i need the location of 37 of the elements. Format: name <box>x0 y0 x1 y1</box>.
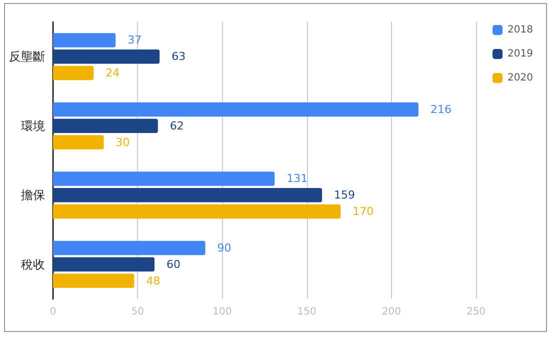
x-tick-label: 250 <box>466 306 486 318</box>
bar <box>53 172 275 186</box>
y-tick-label: 稅收 <box>21 257 45 272</box>
data-label: 62 <box>170 119 184 132</box>
legend-label: 2018 <box>508 24 534 36</box>
bar <box>53 204 341 219</box>
x-tick-label: 200 <box>382 306 401 318</box>
data-label: 60 <box>166 258 181 271</box>
y-tick-label: 環境 <box>21 118 45 133</box>
bar <box>53 102 418 117</box>
x-tick-label: 50 <box>131 306 144 318</box>
legend-label: 2020 <box>508 72 534 84</box>
data-label: 37 <box>128 34 142 47</box>
data-label: 48 <box>146 274 160 288</box>
bar <box>53 33 116 48</box>
bar <box>53 49 160 64</box>
data-label: 170 <box>352 205 374 218</box>
x-tick-label: 150 <box>297 306 316 318</box>
bar <box>53 118 158 134</box>
bar <box>53 188 322 202</box>
data-label: 90 <box>217 241 232 254</box>
data-label: 24 <box>106 66 120 80</box>
bar <box>53 135 104 150</box>
y-tick-label: 反壟斷 <box>9 50 45 64</box>
data-label: 216 <box>430 102 452 116</box>
data-label: 63 <box>172 50 186 64</box>
data-label: 159 <box>334 188 356 202</box>
y-tick-label: 擔保 <box>21 188 45 202</box>
data-label: 131 <box>286 172 308 186</box>
bar <box>53 240 206 256</box>
data-label: 30 <box>116 136 130 149</box>
legend-label: 2019 <box>508 48 534 60</box>
bar <box>53 274 134 288</box>
x-tick-label: 0 <box>50 306 56 318</box>
x-tick-label: 100 <box>212 306 232 318</box>
bar <box>53 257 155 272</box>
bar <box>53 66 94 80</box>
